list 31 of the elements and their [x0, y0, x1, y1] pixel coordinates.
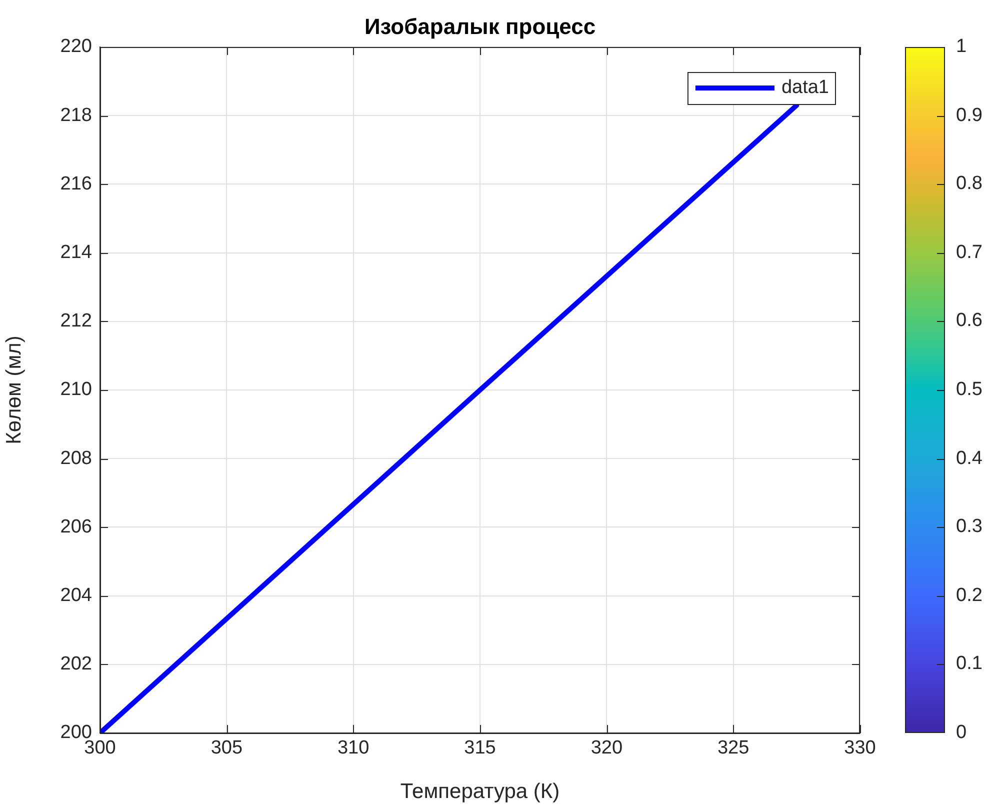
- color-bar-label: 0.2: [956, 584, 982, 607]
- color-bar-label: 0.4: [956, 448, 982, 470]
- y-tick-label: 214: [60, 242, 92, 264]
- color-bar-label: 1: [956, 36, 967, 58]
- color-bar-label: 0.7: [956, 242, 982, 264]
- color-bar-label: 0.5: [956, 379, 982, 401]
- y-tick-label: 220: [60, 36, 92, 58]
- color-bar-label: 0.9: [956, 104, 982, 127]
- y-tick-label: 218: [60, 104, 92, 126]
- y-tick-label: 206: [60, 516, 92, 538]
- y-tick-label: 216: [60, 173, 92, 194]
- y-tick-label: 204: [60, 585, 92, 606]
- y-tick-label: 208: [60, 448, 92, 469]
- y-tick-label: 202: [60, 654, 92, 675]
- color-bar-label: 0.3: [956, 516, 982, 538]
- color-bar-label: 0.8: [956, 173, 982, 196]
- x-axis-title: Температура (К): [400, 780, 560, 804]
- legend-label: data1: [781, 77, 829, 98]
- y-tick-label: 212: [60, 310, 92, 332]
- x-tick-label: 330: [844, 738, 876, 759]
- color-bar-label: 0.6: [956, 310, 982, 332]
- x-tick-label: 325: [717, 738, 750, 759]
- y-tick-label: 210: [60, 379, 92, 400]
- chart-title: Изобаралык процесс: [364, 14, 596, 40]
- y-axis-title: Көлөм (мл): [2, 336, 26, 444]
- color-bar-label: 0.1: [956, 653, 982, 676]
- x-tick-label: 310: [337, 738, 370, 759]
- color-bar-label: 0: [956, 722, 967, 744]
- x-tick-label: 320: [590, 738, 623, 759]
- x-tick-label: 315: [464, 738, 496, 759]
- x-tick-label: 305: [210, 738, 243, 759]
